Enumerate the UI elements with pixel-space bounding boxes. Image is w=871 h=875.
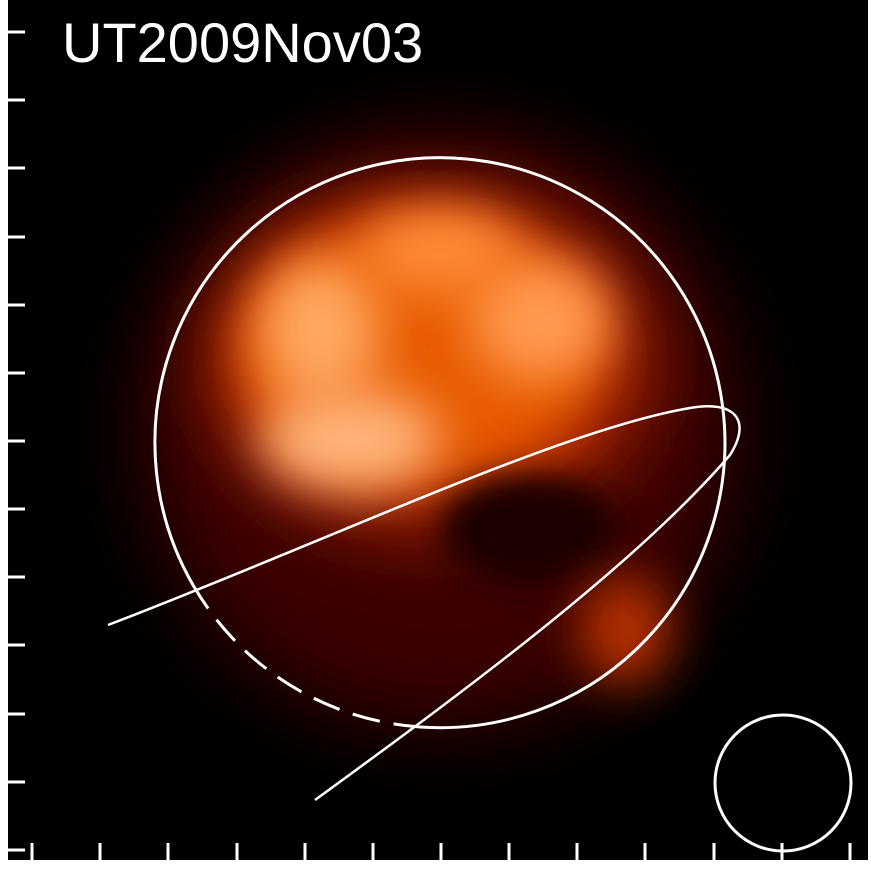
bright-spot [260,390,440,490]
date-label: UT2009Nov03 [62,11,423,74]
image-panel: UT2009Nov03 [0,0,871,875]
bright-spot [260,260,380,400]
emission [140,130,740,730]
dark-lane [440,475,620,585]
bright-spot [360,210,520,290]
